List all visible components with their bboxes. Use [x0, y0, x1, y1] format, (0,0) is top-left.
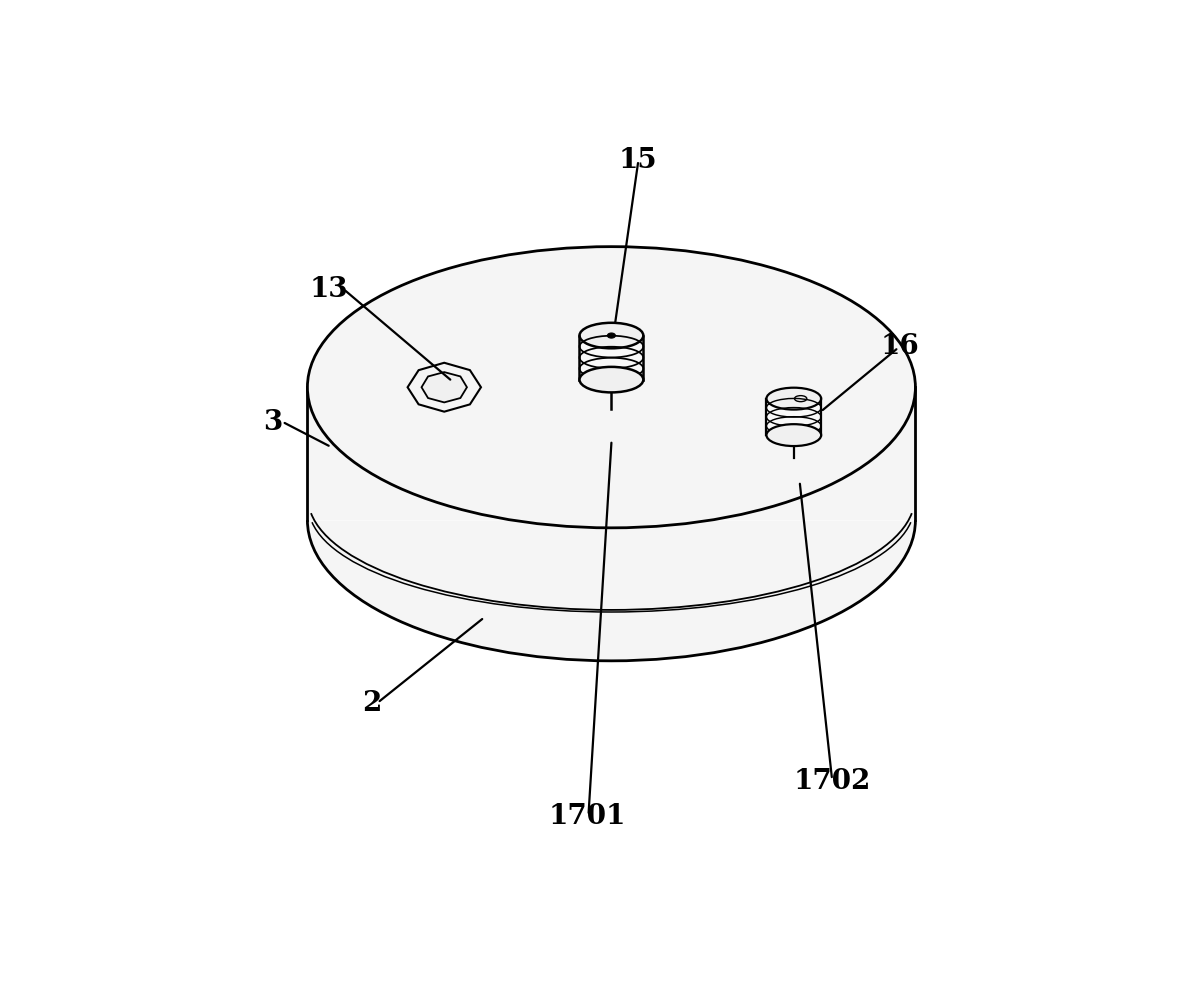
Ellipse shape [766, 388, 821, 410]
Ellipse shape [308, 247, 915, 528]
Text: 13: 13 [309, 276, 348, 303]
Text: 1702: 1702 [793, 767, 871, 794]
Text: 3: 3 [264, 408, 283, 436]
Polygon shape [308, 387, 915, 662]
Polygon shape [580, 336, 643, 381]
Text: 1701: 1701 [549, 802, 626, 829]
Ellipse shape [580, 323, 643, 349]
Ellipse shape [580, 368, 643, 393]
Polygon shape [766, 399, 821, 436]
Ellipse shape [607, 333, 616, 339]
Polygon shape [421, 373, 466, 403]
Polygon shape [408, 364, 481, 412]
Text: 15: 15 [619, 147, 657, 174]
Ellipse shape [766, 425, 821, 447]
Text: 2: 2 [363, 689, 382, 717]
Text: 16: 16 [880, 332, 920, 360]
